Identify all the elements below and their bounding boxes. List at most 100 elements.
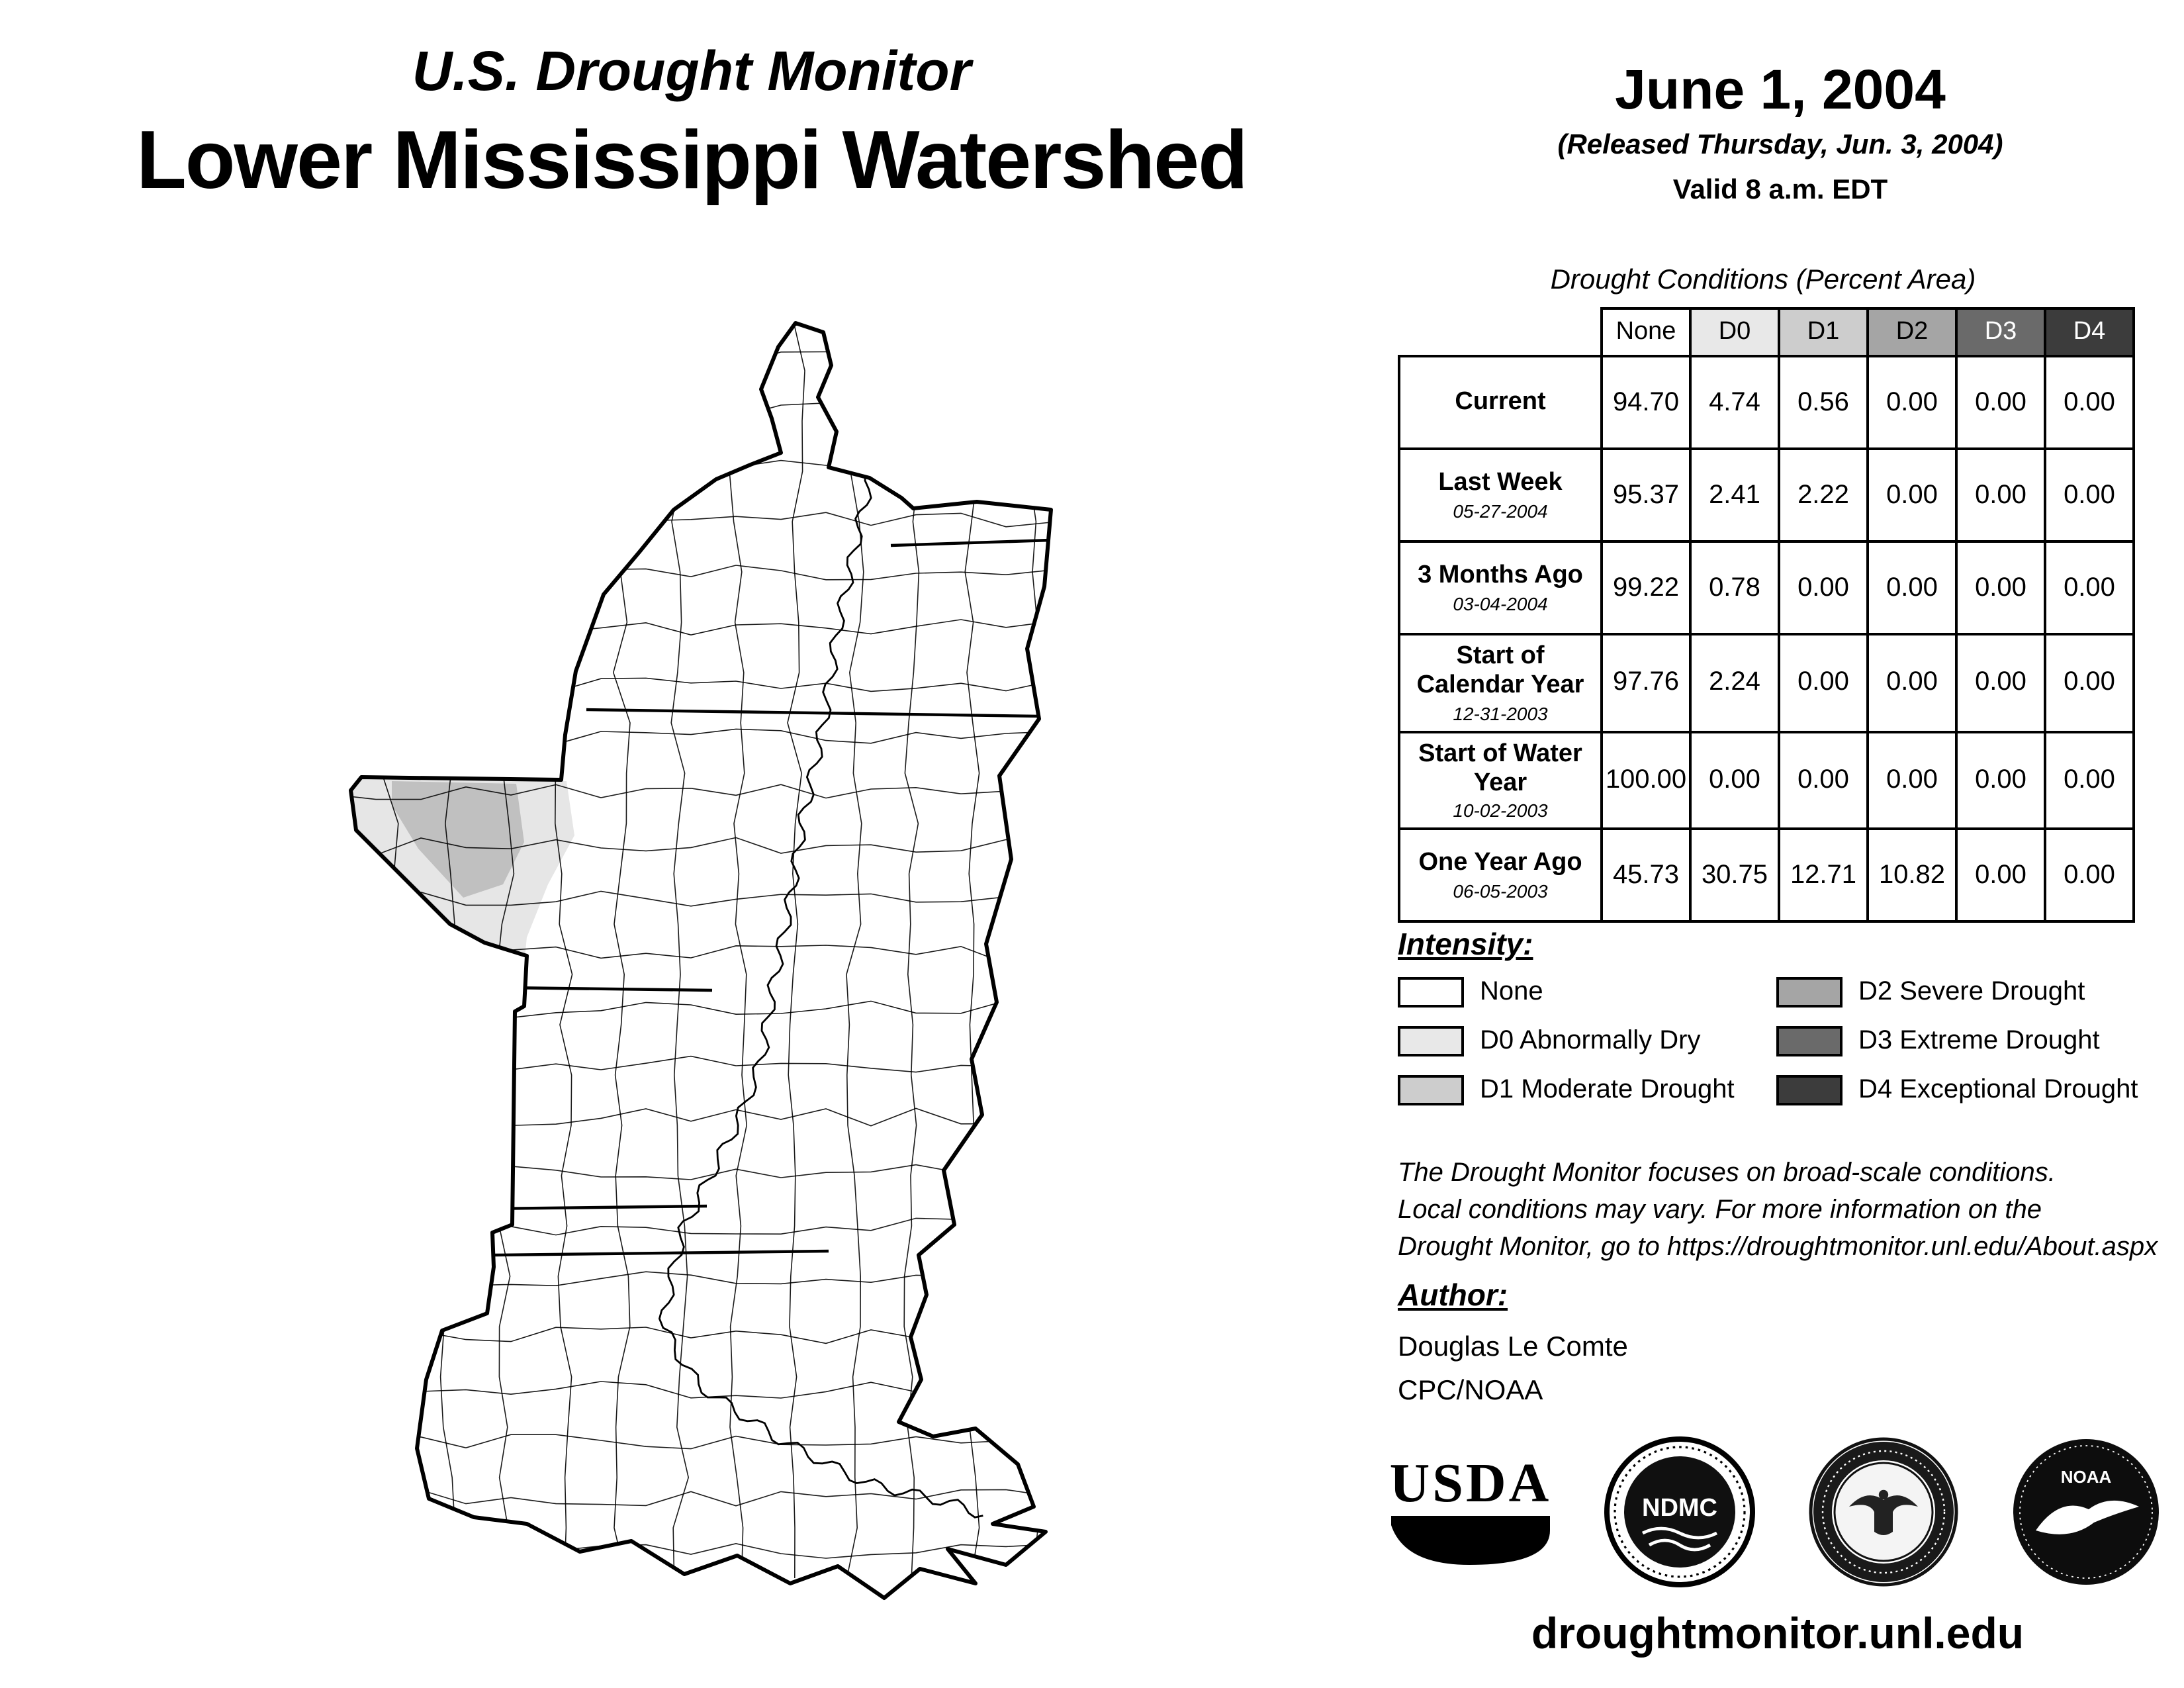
value-cell: 0.00 bbox=[2044, 827, 2135, 923]
ndmc-wordmark: NDMC bbox=[1643, 1494, 1718, 1522]
value-cell: 0.00 bbox=[1955, 447, 2046, 543]
value-cell: 95.37 bbox=[1600, 447, 1692, 543]
d2-swatch bbox=[1776, 977, 1843, 1008]
ndmc-wave-icon bbox=[1649, 1538, 1711, 1552]
noaa-bird-icon bbox=[2035, 1500, 2139, 1534]
usda-wordmark: USDA bbox=[1389, 1454, 1552, 1515]
value-cell: 0.00 bbox=[1866, 447, 1958, 543]
table-row: Last Week 05-27-2004 95.37 2.41 2.22 0.0… bbox=[1398, 447, 2135, 543]
legend-item-d3: D3 Extreme Drought bbox=[1776, 1026, 2138, 1056]
value-cell: 0.00 bbox=[1778, 540, 1869, 635]
title-block: U.S. Drought Monitor Lower Mississippi W… bbox=[53, 40, 1330, 208]
author-name: Douglas Le Comte bbox=[1398, 1332, 1628, 1362]
d3-swatch bbox=[1776, 1026, 1843, 1056]
value-cell: 0.00 bbox=[1955, 730, 2046, 831]
usda-logo: USDA bbox=[1387, 1456, 1554, 1568]
value-cell: 0.00 bbox=[2044, 730, 2135, 831]
value-cell: 0.00 bbox=[1778, 633, 1869, 733]
value-cell: 2.41 bbox=[1689, 447, 1780, 543]
author-title: Author: bbox=[1398, 1278, 1508, 1312]
disclaimer-text: The Drought Monitor focuses on broad-sca… bbox=[1398, 1158, 2158, 1262]
map-date: June 1, 2004 bbox=[1615, 58, 1946, 120]
row-label-one-year-ago: One Year Ago 06-05-2003 bbox=[1398, 827, 1603, 923]
table-row: Current 94.70 4.74 0.56 0.00 0.00 0.00 bbox=[1398, 355, 2135, 450]
col-header-none: None bbox=[1600, 307, 1692, 357]
value-cell: 99.22 bbox=[1600, 540, 1692, 635]
value-cell: 94.70 bbox=[1600, 355, 1692, 450]
row-label-start-calendar-year: Start of Calendar Year 12-31-2003 bbox=[1398, 633, 1603, 733]
value-cell: 0.56 bbox=[1778, 355, 1869, 450]
value-cell: 0.00 bbox=[2044, 540, 2135, 635]
none-swatch bbox=[1398, 977, 1464, 1008]
table-header-row: None D0 D1 D2 D3 D4 bbox=[1399, 307, 2135, 357]
value-cell: 0.00 bbox=[1866, 540, 1958, 635]
logos-row: USDA NDMC bbox=[1387, 1432, 2163, 1591]
legend-column-left: None D0 Abnormally Dry D1 Moderate Droug… bbox=[1398, 977, 1776, 1105]
author-block: Douglas Le Comte CPC/NOAA bbox=[1398, 1327, 1628, 1413]
legend-item-d2: D2 Severe Drought bbox=[1776, 977, 2138, 1008]
value-cell: 0.00 bbox=[1866, 730, 1958, 831]
ndmc-ring-text bbox=[1614, 1446, 1747, 1578]
drought-table-wrap: None D0 D1 D2 D3 D4 Current 94.70 4.74 0… bbox=[1398, 307, 2135, 923]
legend-item-d4: D4 Exceptional Drought bbox=[1776, 1075, 2138, 1105]
row-label-last-week: Last Week 05-27-2004 bbox=[1398, 447, 1603, 543]
value-cell: 0.00 bbox=[1955, 633, 2046, 733]
intensity-legend: None D0 Abnormally Dry D1 Moderate Droug… bbox=[1398, 977, 2158, 1105]
commerce-seal-logo bbox=[1806, 1435, 1960, 1589]
value-cell: 0.00 bbox=[1955, 827, 2046, 923]
value-cell: 97.76 bbox=[1600, 633, 1692, 733]
col-header-d0: D0 bbox=[1689, 307, 1780, 357]
value-cell: 100.00 bbox=[1600, 730, 1692, 831]
author-org: CPC/NOAA bbox=[1398, 1375, 1543, 1406]
value-cell: 2.24 bbox=[1689, 633, 1780, 733]
page-title: Lower Mississippi Watershed bbox=[136, 115, 1248, 207]
value-cell: 0.00 bbox=[1866, 633, 1958, 733]
d4-swatch bbox=[1776, 1075, 1843, 1105]
value-cell: 0.00 bbox=[2044, 355, 2135, 450]
valid-time: Valid 8 a.m. EDT bbox=[1672, 175, 1888, 205]
table-title: Drought Conditions (Percent Area) bbox=[1550, 265, 1976, 295]
col-header-d3: D3 bbox=[1955, 307, 2046, 357]
intensity-legend-title: Intensity: bbox=[1398, 927, 1533, 961]
value-cell: 0.00 bbox=[1778, 730, 1869, 831]
value-cell: 0.00 bbox=[1955, 355, 2046, 450]
commerce-eagle-head bbox=[1878, 1489, 1888, 1500]
col-header-d4: D4 bbox=[2044, 307, 2135, 357]
d1-swatch bbox=[1398, 1075, 1464, 1105]
usda-swoosh bbox=[1391, 1516, 1550, 1565]
footer-url[interactable]: droughtmonitor.unl.edu bbox=[1531, 1609, 2025, 1658]
value-cell: 0.00 bbox=[2044, 447, 2135, 543]
table-row: Start of Water Year 10-02-2003 100.00 0.… bbox=[1398, 730, 2135, 831]
corner-blank-cell bbox=[1399, 308, 1602, 356]
table-row: 3 Months Ago 03-04-2004 99.22 0.78 0.00 … bbox=[1398, 540, 2135, 635]
drought-conditions-table: None D0 D1 D2 D3 D4 Current 94.70 4.74 0… bbox=[1398, 307, 2135, 923]
commerce-ring-text bbox=[1821, 1450, 1945, 1574]
table-row: One Year Ago 06-05-2003 45.73 30.75 12.7… bbox=[1398, 827, 2135, 923]
ndmc-inner-circle bbox=[1624, 1456, 1736, 1568]
legend-item-none: None bbox=[1398, 977, 1776, 1008]
value-cell: 0.00 bbox=[1866, 355, 1958, 450]
released-date: (Released Thursday, Jun. 3, 2004) bbox=[1557, 130, 2003, 160]
value-cell: 10.82 bbox=[1866, 827, 1958, 923]
col-header-d2: D2 bbox=[1866, 307, 1958, 357]
value-cell: 30.75 bbox=[1689, 827, 1780, 923]
watershed-map bbox=[349, 321, 1053, 1600]
row-label-start-water-year: Start of Water Year 10-02-2003 bbox=[1398, 730, 1603, 831]
noaa-ring-text bbox=[2019, 1445, 2153, 1579]
d0-swatch bbox=[1398, 1026, 1464, 1056]
ndmc-logo: NDMC bbox=[1604, 1435, 1757, 1589]
value-cell: 45.73 bbox=[1600, 827, 1692, 923]
ndmc-wave-icon bbox=[1642, 1526, 1718, 1540]
row-label-current: Current bbox=[1398, 355, 1603, 450]
row-label-3-months-ago: 3 Months Ago 03-04-2004 bbox=[1398, 540, 1603, 635]
value-cell: 0.00 bbox=[1689, 730, 1780, 831]
value-cell: 12.71 bbox=[1778, 827, 1869, 923]
value-cell: 4.74 bbox=[1689, 355, 1780, 450]
value-cell: 2.22 bbox=[1778, 447, 1869, 543]
legend-column-right: D2 Severe Drought D3 Extreme Drought D4 … bbox=[1776, 977, 2138, 1105]
legend-item-d0: D0 Abnormally Dry bbox=[1398, 1026, 1776, 1056]
value-cell: 0.78 bbox=[1689, 540, 1780, 635]
noaa-wordmark: NOAA bbox=[2061, 1467, 2112, 1487]
legend-item-d1: D1 Moderate Drought bbox=[1398, 1075, 1776, 1105]
